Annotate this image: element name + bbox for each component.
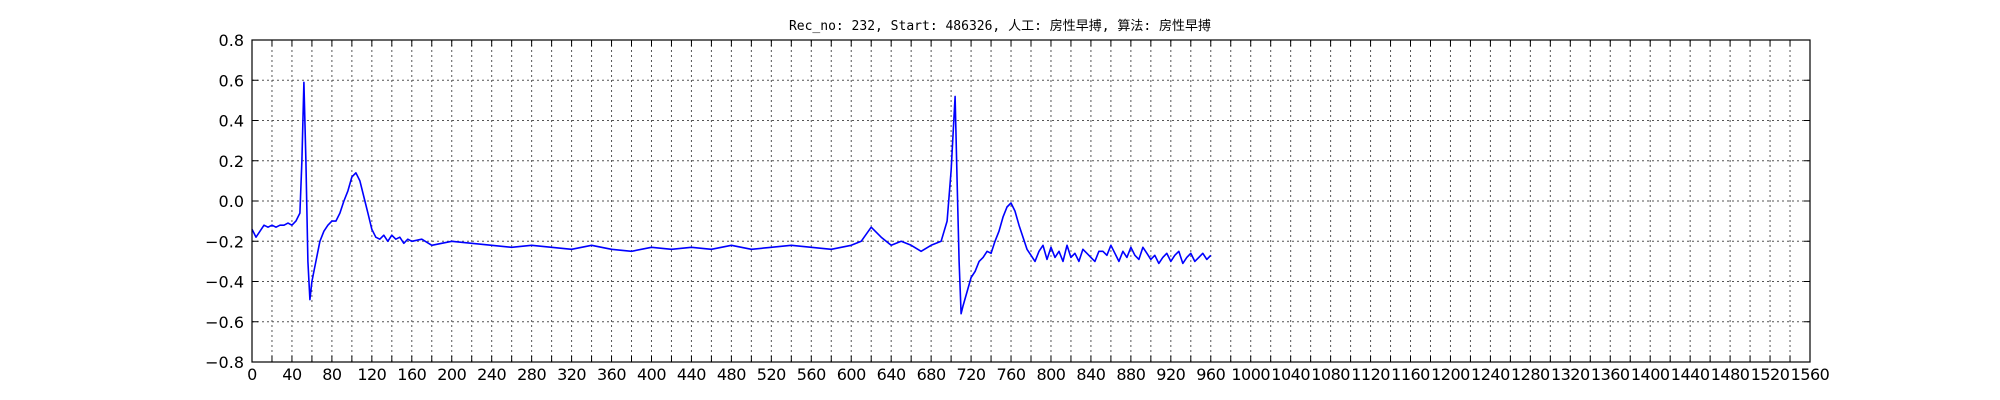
x-tick-label: 1000 [1231,365,1270,384]
x-tick-label: 600 [837,365,866,384]
x-tick-label: 400 [637,365,666,384]
x-tick-label: 1480 [1711,365,1750,384]
plot-frame [251,39,1811,363]
x-tick-label: 640 [877,365,906,384]
grid [251,39,1811,363]
x-tick-label: 480 [717,365,746,384]
x-tick-label: 1160 [1391,365,1430,384]
x-tick-label: 1360 [1591,365,1630,384]
x-tick-label: 1440 [1671,365,1710,384]
x-tick-label: 1240 [1471,365,1510,384]
y-tick-label: −0.8 [205,353,244,372]
x-tick-label: 880 [1116,365,1145,384]
x-tick-label: 1080 [1311,365,1350,384]
y-tick-label: 0.6 [219,71,244,90]
x-tick-label: 0 [247,365,257,384]
y-tick-label: 0.0 [219,192,244,211]
x-tick-label: 1400 [1631,365,1670,384]
x-tick-label: 720 [957,365,986,384]
x-tick-label: 680 [917,365,946,384]
x-tick-label: 960 [1196,365,1225,384]
x-tick-label: 1560 [1791,365,1830,384]
y-tick-label: −0.6 [205,313,244,332]
x-tick-label: 80 [322,365,342,384]
chart-title: Rec_no: 232, Start: 486326, 人工: 房性早搏, 算法… [789,18,1211,34]
y-tick-label: 0.4 [219,112,244,131]
x-tick-label: 560 [797,365,826,384]
x-tick-label: 240 [477,365,506,384]
x-axis: 0 40 80 120 160 200 240 280 320 360 400 440 480 520 56… [247,40,1830,384]
plot-lines [251,81,1212,315]
x-tick-label: 920 [1156,365,1185,384]
x-tick-label: 120 [357,365,386,384]
x-tick-label: 440 [677,365,706,384]
x-tick-label: 1200 [1431,365,1470,384]
y-tick-label: −0.4 [205,273,244,292]
y-axis: −0.8 −0.6 −0.4 −0.2 0.0 0.2 0.4 0.6 0.8 [205,31,1810,372]
x-tick-label: 1040 [1271,365,1310,384]
x-tick-label: 40 [282,365,302,384]
x-tick-label: 760 [997,365,1026,384]
x-tick-label: 1120 [1351,365,1390,384]
x-tick-label: 360 [597,365,626,384]
y-tick-label: 0.2 [219,152,244,171]
x-tick-label: 1320 [1551,365,1590,384]
x-tick-label: 800 [1036,365,1065,384]
x-tick-label: 840 [1076,365,1105,384]
x-tick-label: 160 [397,365,426,384]
y-tick-label: 0.8 [219,31,244,50]
x-tick-label: 520 [757,365,786,384]
x-tick-label: 1280 [1511,365,1550,384]
x-tick-label: 1520 [1751,365,1790,384]
y-tick-label: −0.2 [205,232,244,251]
x-tick-label: 280 [517,365,546,384]
ecg-series-line [251,81,1212,315]
x-tick-label: 320 [557,365,586,384]
x-tick-label: 200 [437,365,466,384]
